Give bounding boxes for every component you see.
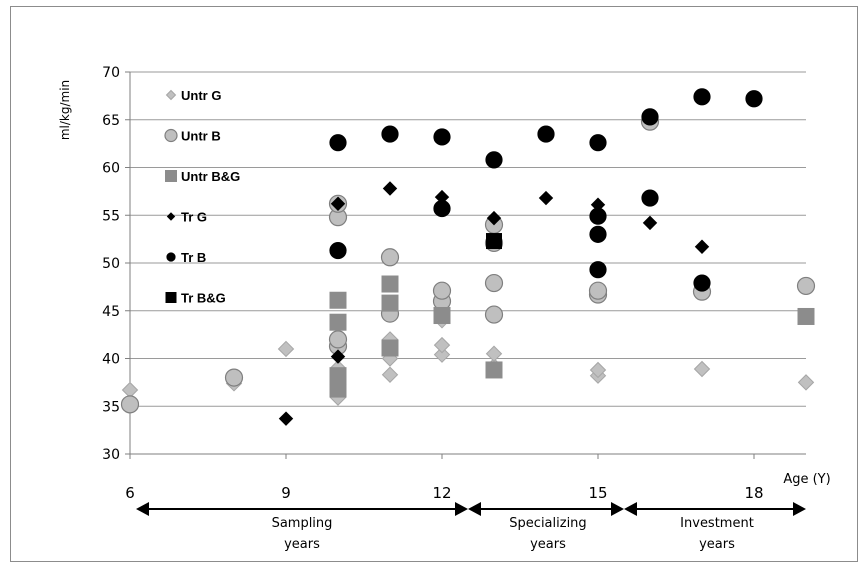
data-point-tr-b <box>433 128 451 146</box>
data-point-untr-g <box>797 374 815 391</box>
data-point-untr-b <box>588 281 608 300</box>
data-point-tr-b <box>589 207 607 225</box>
data-point-untr-bandg <box>329 291 347 309</box>
data-point-untr-bandg <box>433 307 451 325</box>
legend-label-tr-bandg: Tr B&G <box>181 291 226 306</box>
legend-marker-untr-g <box>165 89 177 101</box>
x-tick-label: 9 <box>281 484 291 502</box>
data-point-tr-b <box>433 199 451 218</box>
legend-label-untr-bandg: Untr B&G <box>181 169 240 184</box>
data-point-untr-bandg <box>797 307 815 325</box>
data-point-untr-g <box>277 340 295 358</box>
data-point-tr-g <box>538 190 554 206</box>
legend-label-tr-g: Tr G <box>181 210 207 225</box>
y-tick-label: 50 <box>102 256 120 272</box>
data-point-untr-b <box>120 395 140 414</box>
axes: 30 35 40 45 50 55 60 65 70 6 9 12 15 18 <box>102 65 806 502</box>
data-point-untr-g <box>589 361 607 379</box>
data-point-tr-g <box>486 210 502 226</box>
phase-annotations: Sampling years Specializing years Investment… <box>136 502 806 552</box>
data-point-untr-g <box>381 366 399 383</box>
data-point-tr-b <box>641 108 659 126</box>
phase-label: years <box>284 537 320 552</box>
data-point-untr-bandg <box>485 361 503 379</box>
data-point-untr-b <box>432 281 452 300</box>
phase-label: years <box>530 537 566 552</box>
phase-label: years <box>699 537 735 552</box>
data-point-untr-b <box>328 330 348 349</box>
data-point-untr-bandg <box>329 367 347 385</box>
legend-marker-tr-bandg <box>165 292 177 303</box>
data-point-tr-b <box>485 151 503 169</box>
legend-label-tr-b: Tr B <box>181 250 206 265</box>
phase-label: Sampling <box>272 516 333 531</box>
legend-marker-tr-g <box>166 212 176 221</box>
x-tick-label: 18 <box>744 484 763 502</box>
data-point-untr-b <box>380 248 400 267</box>
data-point-untr-g <box>433 336 451 354</box>
legend-label-untr-g: Untr G <box>181 88 221 103</box>
y-tick-label: 45 <box>102 304 120 320</box>
phase-arrow <box>624 502 806 516</box>
phase-arrow <box>136 502 468 516</box>
chart-frame <box>10 6 858 562</box>
data-point-untr-bandg <box>381 275 399 293</box>
data-point-tr-g <box>330 196 346 211</box>
data-point-untr-b <box>484 305 504 324</box>
phase-label: Specializing <box>509 516 586 531</box>
data-point-tr-b <box>745 90 763 108</box>
data-point-tr-b <box>641 189 659 207</box>
data-point-tr-b <box>589 225 607 243</box>
data-point-untr-b <box>484 273 504 293</box>
data-point-untr-g <box>433 346 451 363</box>
x-axis-title: Age (Y) <box>783 472 830 487</box>
data-point-untr-g <box>485 345 503 362</box>
legend-marker-tr-b <box>166 252 176 262</box>
y-tick-label: 40 <box>102 352 120 368</box>
x-tick-label: 15 <box>588 484 607 502</box>
data-point-tr-bandg <box>486 233 502 250</box>
y-tick-label: 35 <box>102 399 120 415</box>
y-axis-title: ml/kg/min <box>58 80 72 140</box>
data-point-tr-b <box>693 274 711 292</box>
data-point-tr-g <box>642 215 658 231</box>
data-point-untr-bandg <box>381 294 399 312</box>
legend-marker-untr-b <box>164 128 178 143</box>
phase-arrow <box>468 502 624 516</box>
data-point-tr-g <box>694 239 710 254</box>
data-point-tr-b <box>537 125 555 143</box>
legend: Untr G Untr B Untr B&G Tr G Tr B Tr B&G <box>164 88 240 306</box>
data-point-untr-b <box>796 276 816 296</box>
data-points <box>120 88 816 426</box>
data-point-tr-b <box>381 125 399 143</box>
x-tick-label: 6 <box>125 484 135 502</box>
data-point-tr-g <box>278 411 294 426</box>
data-point-tr-b <box>329 134 347 152</box>
phase-label: Investment <box>680 516 754 531</box>
data-point-tr-b <box>693 88 711 106</box>
data-point-untr-b <box>224 368 244 387</box>
x-tick-label: 12 <box>432 484 451 502</box>
data-point-tr-b <box>329 241 347 260</box>
y-tick-label: 30 <box>102 447 120 463</box>
legend-marker-untr-bandg <box>165 170 177 182</box>
data-point-untr-g <box>693 360 711 378</box>
gridlines <box>130 71 806 407</box>
data-point-tr-b <box>589 134 607 152</box>
data-point-untr-bandg <box>329 313 347 331</box>
legend-label-untr-b: Untr B <box>181 129 221 144</box>
y-tick-label: 65 <box>102 113 120 129</box>
y-tick-label: 70 <box>102 65 120 81</box>
y-tick-label: 55 <box>102 208 120 224</box>
data-point-tr-b <box>589 261 607 279</box>
data-point-untr-bandg <box>381 339 399 357</box>
y-tick-label: 60 <box>102 161 120 177</box>
data-point-tr-g <box>382 181 398 196</box>
data-point-tr-g <box>330 349 346 364</box>
